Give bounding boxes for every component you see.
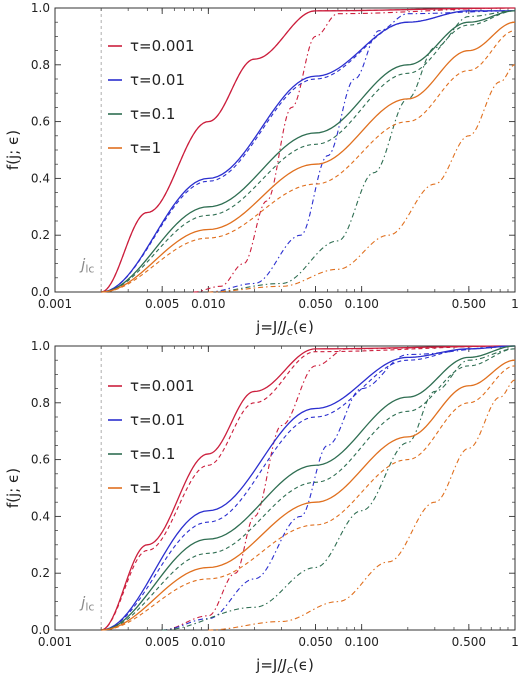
x-axis-label: j=J/Jc(ϵ) xyxy=(255,318,314,338)
series-line-solid xyxy=(101,345,516,631)
x-tick-label: 0.001 xyxy=(38,297,72,311)
legend-label: τ=0.001 xyxy=(130,377,195,395)
y-tick-label: 0.0 xyxy=(31,285,50,299)
legend-label: τ=1 xyxy=(130,139,161,157)
series-line-dashdot xyxy=(162,348,516,631)
y-tick-label: 0.6 xyxy=(31,453,50,467)
series-line-dashdot xyxy=(162,345,516,631)
x-tick-label: 0.050 xyxy=(298,297,332,311)
x-tick-label: 0.010 xyxy=(191,635,225,649)
legend-label: τ=0.1 xyxy=(130,105,175,123)
plot-frame xyxy=(54,7,516,293)
y-axis-label: f(j; ϵ) xyxy=(4,130,22,170)
chart-panel-2: 0.001 0.005 0.010 0.050 0.100 0.500 1 0.0 0.2 0.4… xyxy=(4,339,519,676)
legend-label: τ=0.1 xyxy=(130,445,175,463)
y-tick-label: 0.0 xyxy=(31,623,50,637)
x-tick-label: 0.500 xyxy=(452,635,486,649)
y-tick-label: 0.6 xyxy=(31,115,50,129)
x-tick-label: 0.500 xyxy=(452,297,486,311)
series-line-dashed xyxy=(101,365,516,631)
series-line-solid xyxy=(101,21,516,293)
y-tick-label: 1.0 xyxy=(31,1,50,15)
x-tick-label: 0.100 xyxy=(344,297,378,311)
legend-label: τ=1 xyxy=(130,479,161,497)
chart-panel-1: 0.001 0.005 0.010 0.050 0.100 0.500 1 0.0 0.2 0.4… xyxy=(4,1,519,338)
jlc-annotation: jlc xyxy=(79,255,94,275)
series-line-dashdot xyxy=(193,7,516,293)
series-line-dashdot xyxy=(208,10,516,293)
series-line-dashed xyxy=(101,7,516,293)
legend-label: τ=0.01 xyxy=(130,71,185,89)
y-tick-label: 0.4 xyxy=(31,171,50,185)
series-line-dashed xyxy=(101,345,516,631)
legend-label: τ=0.001 xyxy=(130,37,195,55)
y-axis-label: f(j; ϵ) xyxy=(4,468,22,508)
x-tick-label: 0.005 xyxy=(145,635,179,649)
series-line-dashdot xyxy=(208,379,516,631)
series-line-solid xyxy=(101,345,516,631)
series-line-solid xyxy=(101,10,516,293)
x-tick-label: 1 xyxy=(511,635,519,649)
y-tick-label: 0.2 xyxy=(31,566,50,580)
x-tick-label: 0.001 xyxy=(38,635,72,649)
series-line-dashed xyxy=(101,30,516,293)
x-tick-label: 0.100 xyxy=(344,635,378,649)
y-tick-label: 0.8 xyxy=(31,58,50,72)
x-axis-label: j=J/Jc(ϵ) xyxy=(255,656,314,676)
x-tick-label: 1 xyxy=(511,297,519,311)
series-line-dashdot xyxy=(208,10,516,293)
legend-label: τ=0.01 xyxy=(130,411,185,429)
series-line-dashdot xyxy=(162,345,516,631)
jlc-annotation: jlc xyxy=(79,593,94,613)
series-line-solid xyxy=(101,359,516,631)
x-tick-label: 0.050 xyxy=(298,635,332,649)
y-tick-label: 1.0 xyxy=(31,339,50,353)
y-tick-label: 0.2 xyxy=(31,228,50,242)
y-tick-label: 0.4 xyxy=(31,509,50,523)
y-tick-label: 0.8 xyxy=(31,396,50,410)
x-tick-label: 0.010 xyxy=(191,297,225,311)
x-tick-label: 0.005 xyxy=(145,297,179,311)
series-line-dashed xyxy=(101,10,515,293)
